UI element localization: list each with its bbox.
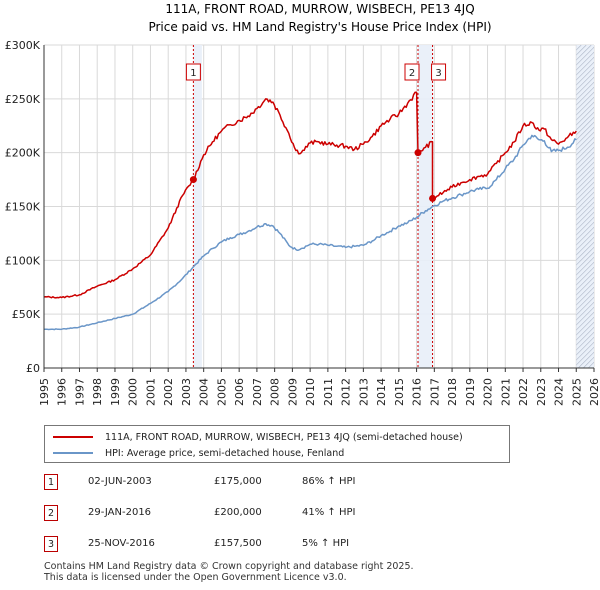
hatch-line (576, 201, 594, 221)
y-tick-label: £100K (5, 254, 41, 267)
x-tick-label: 2021 (499, 378, 512, 406)
x-tick-label: 2016 (411, 378, 424, 406)
x-tick-label: 1996 (56, 378, 69, 406)
transaction-row: 2 29-JAN-2016 £200,000 41% ↑ HPI (44, 505, 564, 523)
transaction-hpi: 86% ↑ HPI (302, 476, 356, 487)
y-tick-label: £200K (5, 147, 41, 160)
legend-item-hpi: HPI: Average price, semi-detached house,… (53, 445, 344, 461)
x-tick-label: 2013 (357, 378, 370, 406)
x-tick-label: 1997 (73, 378, 86, 406)
transaction-badge: 1 (44, 474, 58, 490)
y-tick-label: £150K (5, 201, 41, 214)
shaded-period (193, 45, 202, 368)
x-tick-label: 2012 (340, 378, 353, 406)
x-tick-label: 2009 (286, 378, 299, 406)
sale-badge (404, 63, 420, 81)
transaction-date: 02-JUN-2003 (88, 476, 152, 487)
chart-subtitle: Price paid vs. HM Land Registry's House … (148, 20, 491, 34)
sale-badge-label: 1 (190, 68, 196, 79)
hatch-line (576, 296, 594, 316)
legend: 111A, FRONT ROAD, MURROW, WISBECH, PE13 … (44, 425, 510, 463)
legend-property-label: 111A, FRONT ROAD, MURROW, WISBECH, PE13 … (105, 431, 463, 443)
shaded-period (418, 45, 433, 368)
x-tick-label: 2004 (198, 378, 211, 406)
legend-hpi-label: HPI: Average price, semi-detached house,… (105, 447, 345, 459)
sale-point (429, 194, 437, 202)
sale-point (414, 149, 422, 157)
property-price-line (43, 91, 577, 299)
x-tick-label: 2003 (180, 378, 193, 406)
x-tick-label: 2008 (269, 378, 282, 406)
legend-hpi-swatch (53, 452, 93, 454)
sale-point (189, 176, 197, 184)
x-tick-label: 2017 (428, 378, 441, 406)
future-hatch (576, 45, 594, 368)
y-tick-label: £0 (26, 362, 40, 375)
sale-badge (431, 63, 447, 81)
hatch-line (576, 86, 594, 106)
transaction-date: 29-JAN-2016 (88, 507, 152, 518)
x-tick-label: 2022 (517, 378, 530, 406)
x-tick-label: 2006 (233, 378, 246, 406)
transaction-hpi: 41% ↑ HPI (302, 507, 356, 518)
x-tick-label: 2014 (375, 378, 388, 406)
y-tick-label: £50K (12, 308, 41, 321)
hatch-line (576, 91, 594, 111)
x-tick-label: 2005 (215, 378, 228, 406)
sale-badge-label: 3 (435, 68, 441, 79)
x-tick-label: 2010 (304, 378, 317, 406)
transaction-price: £157,500 (214, 538, 262, 549)
y-tick-label: £250K (5, 93, 41, 106)
x-tick-label: 1995 (38, 378, 51, 406)
x-tick-label: 2007 (251, 378, 264, 406)
sale-badge (185, 63, 201, 81)
hpi-line (44, 134, 577, 331)
hatch-line (576, 191, 594, 211)
legend-property-swatch (53, 436, 93, 438)
x-tick-label: 2024 (553, 378, 566, 406)
x-tick-label: 1998 (91, 378, 104, 406)
transaction-hpi: 5% ↑ HPI (302, 538, 350, 549)
hatch-line (576, 311, 594, 331)
hatch-line (576, 301, 594, 321)
hatch-line (576, 306, 594, 326)
hatch-line (576, 196, 594, 216)
footer-attribution: Contains HM Land Registry data © Crown c… (44, 561, 414, 583)
x-tick-label: 2011 (322, 378, 335, 406)
legend-item-property: 111A, FRONT ROAD, MURROW, WISBECH, PE13 … (53, 429, 463, 445)
transaction-badge: 2 (44, 505, 58, 521)
x-tick-label: 2020 (482, 378, 495, 406)
x-tick-label: 2002 (162, 378, 175, 406)
x-tick-label: 2026 (588, 378, 600, 406)
hatch-line (576, 96, 594, 116)
price-chart: 111A, FRONT ROAD, MURROW, WISBECH, PE13 … (5, 2, 600, 406)
x-tick-label: 1999 (109, 378, 122, 406)
chart-title: 111A, FRONT ROAD, MURROW, WISBECH, PE13 … (165, 2, 474, 16)
hatch-line (576, 81, 594, 101)
x-tick-label: 2023 (535, 378, 548, 406)
transaction-badge: 3 (44, 536, 58, 552)
sale-badge-label: 2 (409, 68, 415, 79)
transaction-date: 25-NOV-2016 (88, 538, 155, 549)
x-tick-label: 2025 (570, 378, 583, 406)
x-tick-label: 2001 (144, 378, 157, 406)
x-tick-label: 2019 (464, 378, 477, 406)
y-tick-label: £300K (5, 39, 41, 52)
transaction-price: £175,000 (214, 476, 262, 487)
transaction-price: £200,000 (214, 507, 262, 518)
transaction-row: 3 25-NOV-2016 £157,500 5% ↑ HPI (44, 536, 564, 554)
x-tick-label: 2000 (127, 378, 140, 406)
x-tick-label: 2018 (446, 378, 459, 406)
transaction-row: 1 02-JUN-2003 £175,000 86% ↑ HPI (44, 474, 564, 492)
x-tick-label: 2015 (393, 378, 406, 406)
